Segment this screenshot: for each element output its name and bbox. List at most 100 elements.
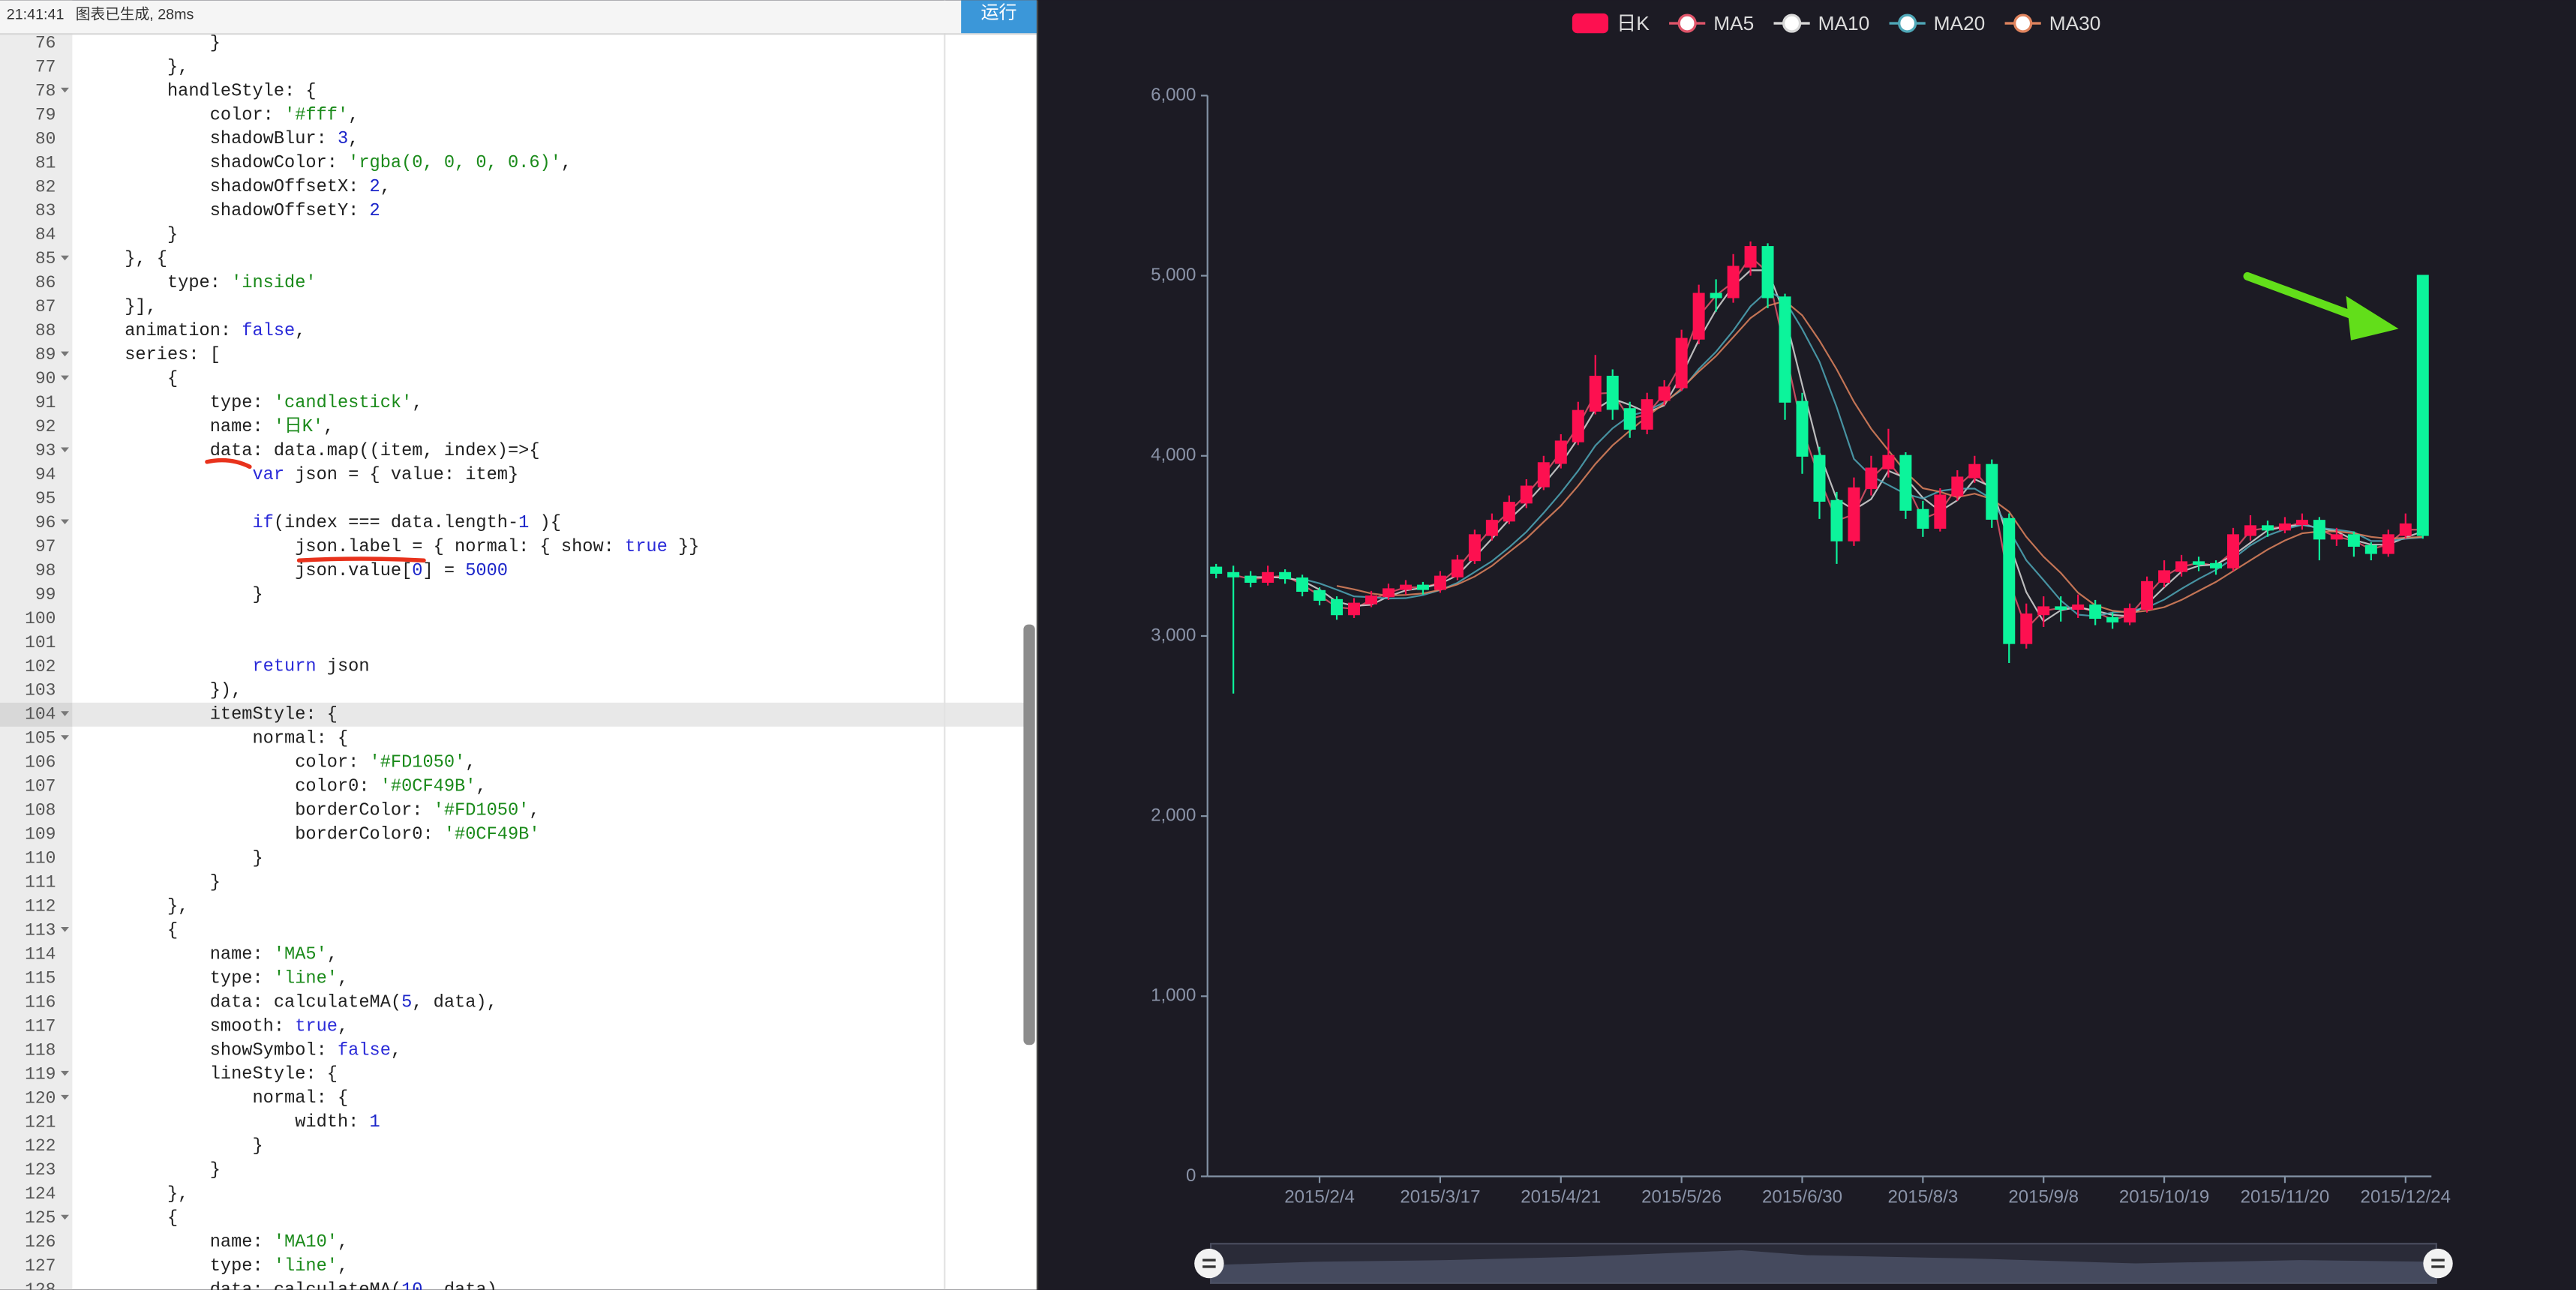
legend-icon[interactable]	[1782, 14, 1802, 33]
data-zoom-handle[interactable]	[2423, 1248, 2453, 1279]
candle-body	[1434, 575, 1446, 590]
code-line: shadowBlur: 3,	[83, 129, 359, 149]
code-line: }],	[83, 297, 157, 317]
fold-arrow[interactable]	[61, 375, 69, 381]
code-line: normal: {	[83, 729, 349, 749]
code-token: 'rgba(0, 0, 0, 0.6)'	[348, 153, 561, 173]
code-token: false	[338, 1041, 391, 1061]
candle-body	[2210, 562, 2223, 568]
legend-label[interactable]: MA30	[2049, 12, 2101, 34]
code-token: borderColor:	[83, 801, 434, 821]
code-token: (index === data.length-	[274, 513, 518, 533]
line-number: 124	[25, 1184, 56, 1204]
code-token: handleStyle: {	[83, 82, 317, 102]
code-token: '日K'	[274, 417, 323, 437]
x-tick-label: 2015/12/24	[2361, 1186, 2451, 1207]
candle-body	[2055, 606, 2067, 610]
code-line: normal: {	[83, 1088, 349, 1108]
code-token: ,	[412, 393, 422, 413]
fold-arrow[interactable]	[61, 447, 69, 453]
code-line: color: '#fff',	[83, 106, 359, 126]
data-zoom-preview	[1211, 1250, 2436, 1283]
code-token: }	[83, 873, 221, 893]
legend-icon[interactable]	[1677, 14, 1697, 33]
status-bar	[0, 0, 1037, 34]
legend-icon[interactable]	[1898, 14, 1917, 33]
run-button[interactable]	[961, 0, 1037, 34]
code-area: 76 } 77 }, 78 handleStyle: {79 color: '#ff…	[25, 33, 699, 1290]
line-number: 78	[35, 81, 56, 100]
code-token: }	[83, 34, 221, 54]
code-line: data: calculateMA(5, data),	[83, 993, 497, 1013]
candle-body	[1244, 575, 1257, 583]
code-token: type:	[83, 393, 274, 413]
active-line	[72, 702, 1027, 727]
line-number: 101	[25, 633, 56, 652]
code-token: '#FD1050'	[370, 753, 466, 773]
code-token	[83, 465, 253, 485]
candle-body	[1503, 502, 1515, 522]
line-number: 100	[25, 609, 56, 628]
fold-arrow[interactable]	[61, 1094, 69, 1100]
code-token: {	[83, 921, 179, 941]
candle-body	[1279, 572, 1292, 580]
code-token: if	[253, 513, 274, 533]
code-token: normal: {	[83, 729, 349, 749]
x-tick-label: 2015/9/8	[2008, 1186, 2079, 1207]
legend-label[interactable]: MA10	[1818, 12, 1870, 34]
code-token: type:	[83, 1256, 274, 1276]
candle-body	[2124, 608, 2136, 622]
fold-arrow[interactable]	[61, 519, 69, 525]
y-tick-label: 6,000	[1151, 85, 1196, 105]
code-line: },	[83, 1184, 189, 1204]
fold-arrow[interactable]	[61, 711, 69, 716]
legend-label[interactable]: 日K	[1617, 12, 1650, 34]
candle-body	[2382, 534, 2394, 554]
code-token: shadowColor:	[83, 153, 349, 173]
code-line: borderColor0: '#0CF49B'	[83, 825, 540, 845]
code-token: type:	[83, 969, 274, 989]
code-line: handleStyle: {	[83, 82, 317, 102]
candle-body	[1451, 559, 1464, 578]
code-line: data: calculateMA(10, data),	[83, 1280, 508, 1290]
code-token: ,	[338, 1232, 348, 1252]
code-line: name: '日K',	[83, 417, 335, 437]
code-line: }	[83, 1160, 221, 1180]
fold-arrow[interactable]	[61, 87, 69, 93]
code-token: name:	[83, 417, 274, 437]
fold-arrow[interactable]	[61, 735, 69, 740]
status-message: 图表已生成, 28ms	[76, 6, 194, 22]
code-line: shadowColor: 'rgba(0, 0, 0, 0.6)',	[83, 153, 572, 173]
code-token: 1	[370, 1112, 380, 1132]
fold-arrow[interactable]	[61, 351, 69, 357]
line-number: 81	[35, 153, 56, 172]
fold-arrow[interactable]	[61, 1070, 69, 1076]
line-number: 125	[25, 1208, 56, 1228]
fold-arrow[interactable]	[61, 255, 69, 261]
fold-arrow[interactable]	[61, 1214, 69, 1220]
legend-label[interactable]: MA5	[1713, 12, 1754, 34]
candle-body	[2261, 525, 2274, 531]
fold-arrow[interactable]	[61, 927, 69, 932]
candle-body	[1796, 400, 1809, 457]
data-zoom-handle[interactable]	[1194, 1248, 1224, 1279]
code-line: }	[83, 1136, 263, 1156]
annotation-arrow	[2243, 272, 2367, 323]
legend-icon[interactable]	[2013, 14, 2033, 33]
candle-body	[2244, 525, 2256, 536]
code-token: 2	[370, 177, 380, 197]
legend-label[interactable]: MA20	[1934, 12, 1986, 34]
line-number: 126	[25, 1232, 56, 1252]
candle-body	[1675, 338, 1688, 388]
scrollbar[interactable]	[1023, 624, 1035, 1046]
code-line: type: 'candlestick',	[83, 393, 423, 413]
line-number: 87	[35, 297, 56, 316]
code-token: }	[83, 1160, 221, 1180]
line-number: 108	[25, 801, 56, 820]
legend-icon[interactable]	[1572, 13, 1609, 34]
run-button-label[interactable]: 运行	[980, 2, 1016, 22]
code-token: 2	[370, 201, 380, 221]
candle-body	[1468, 534, 1481, 562]
candle-body	[1537, 462, 1550, 488]
code-token: 10	[401, 1280, 422, 1290]
